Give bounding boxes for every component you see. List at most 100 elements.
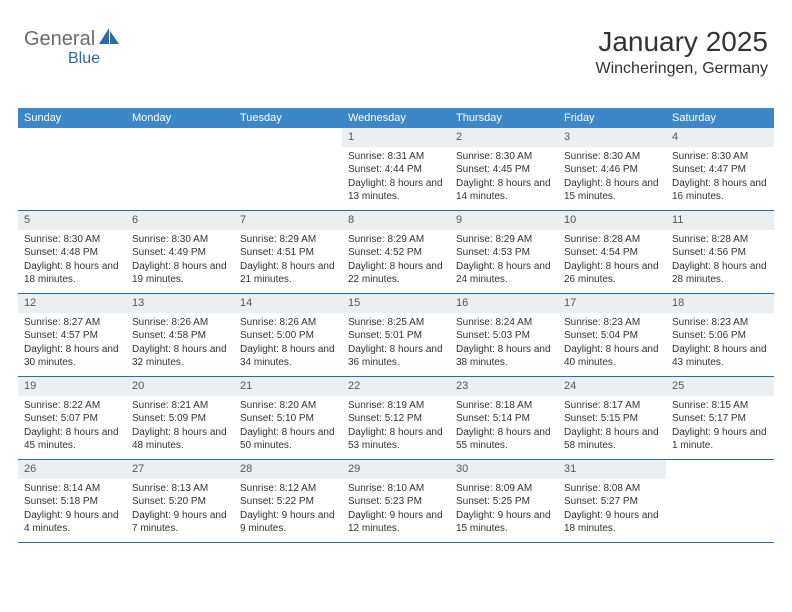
sunrise-text: Sunrise: 8:24 AM xyxy=(456,316,552,330)
day-body: Sunrise: 8:30 AMSunset: 4:46 PMDaylight:… xyxy=(558,147,666,208)
day-body: Sunrise: 8:14 AMSunset: 5:18 PMDaylight:… xyxy=(18,479,126,540)
weekday-header: Friday xyxy=(558,108,666,128)
daylight-text: Daylight: 8 hours and 34 minutes. xyxy=(240,343,336,370)
day-body: Sunrise: 8:21 AMSunset: 5:09 PMDaylight:… xyxy=(126,396,234,457)
sunrise-text: Sunrise: 8:10 AM xyxy=(348,482,444,496)
day-body: Sunrise: 8:29 AMSunset: 4:53 PMDaylight:… xyxy=(450,230,558,291)
day-body: Sunrise: 8:20 AMSunset: 5:10 PMDaylight:… xyxy=(234,396,342,457)
weekday-header: Wednesday xyxy=(342,108,450,128)
sunset-text: Sunset: 4:47 PM xyxy=(672,163,768,177)
day-number: 8 xyxy=(342,211,450,230)
sunrise-text: Sunrise: 8:23 AM xyxy=(672,316,768,330)
day-number: 28 xyxy=(234,460,342,479)
daylight-text: Daylight: 9 hours and 18 minutes. xyxy=(564,509,660,536)
day-body: Sunrise: 8:15 AMSunset: 5:17 PMDaylight:… xyxy=(666,396,774,457)
day-body: Sunrise: 8:17 AMSunset: 5:15 PMDaylight:… xyxy=(558,396,666,457)
sunrise-text: Sunrise: 8:30 AM xyxy=(456,150,552,164)
day-cell: 29Sunrise: 8:10 AMSunset: 5:23 PMDayligh… xyxy=(342,460,450,542)
day-cell: 28Sunrise: 8:12 AMSunset: 5:22 PMDayligh… xyxy=(234,460,342,542)
daylight-text: Daylight: 8 hours and 48 minutes. xyxy=(132,426,228,453)
day-body: Sunrise: 8:29 AMSunset: 4:52 PMDaylight:… xyxy=(342,230,450,291)
day-body: Sunrise: 8:12 AMSunset: 5:22 PMDaylight:… xyxy=(234,479,342,540)
sunset-text: Sunset: 5:27 PM xyxy=(564,495,660,509)
brand-text-blue: Blue xyxy=(68,50,100,68)
daylight-text: Daylight: 8 hours and 13 minutes. xyxy=(348,177,444,204)
sunset-text: Sunset: 4:49 PM xyxy=(132,246,228,260)
day-number: 10 xyxy=(558,211,666,230)
daylight-text: Daylight: 8 hours and 26 minutes. xyxy=(564,260,660,287)
day-cell: 2Sunrise: 8:30 AMSunset: 4:45 PMDaylight… xyxy=(450,128,558,210)
day-number: 17 xyxy=(558,294,666,313)
day-number: 22 xyxy=(342,377,450,396)
sunset-text: Sunset: 4:57 PM xyxy=(24,329,120,343)
day-cell xyxy=(666,460,774,542)
day-cell: 8Sunrise: 8:29 AMSunset: 4:52 PMDaylight… xyxy=(342,211,450,293)
day-cell xyxy=(18,128,126,210)
sunset-text: Sunset: 4:48 PM xyxy=(24,246,120,260)
day-number: 30 xyxy=(450,460,558,479)
day-number: 14 xyxy=(234,294,342,313)
sunset-text: Sunset: 5:07 PM xyxy=(24,412,120,426)
sunset-text: Sunset: 5:10 PM xyxy=(240,412,336,426)
daylight-text: Daylight: 8 hours and 40 minutes. xyxy=(564,343,660,370)
day-cell: 4Sunrise: 8:30 AMSunset: 4:47 PMDaylight… xyxy=(666,128,774,210)
day-cell: 1Sunrise: 8:31 AMSunset: 4:44 PMDaylight… xyxy=(342,128,450,210)
daylight-text: Daylight: 8 hours and 45 minutes. xyxy=(24,426,120,453)
weekday-header: Saturday xyxy=(666,108,774,128)
sunset-text: Sunset: 5:22 PM xyxy=(240,495,336,509)
daylight-text: Daylight: 8 hours and 58 minutes. xyxy=(564,426,660,453)
daylight-text: Daylight: 8 hours and 53 minutes. xyxy=(348,426,444,453)
sunrise-text: Sunrise: 8:17 AM xyxy=(564,399,660,413)
sunset-text: Sunset: 4:44 PM xyxy=(348,163,444,177)
day-cell: 13Sunrise: 8:26 AMSunset: 4:58 PMDayligh… xyxy=(126,294,234,376)
sunrise-text: Sunrise: 8:18 AM xyxy=(456,399,552,413)
day-body: Sunrise: 8:13 AMSunset: 5:20 PMDaylight:… xyxy=(126,479,234,540)
day-number: 16 xyxy=(450,294,558,313)
brand-sail-icon xyxy=(99,28,121,51)
day-cell: 11Sunrise: 8:28 AMSunset: 4:56 PMDayligh… xyxy=(666,211,774,293)
sunrise-text: Sunrise: 8:31 AM xyxy=(348,150,444,164)
sunrise-text: Sunrise: 8:28 AM xyxy=(672,233,768,247)
daylight-text: Daylight: 8 hours and 28 minutes. xyxy=(672,260,768,287)
daylight-text: Daylight: 8 hours and 21 minutes. xyxy=(240,260,336,287)
day-cell: 10Sunrise: 8:28 AMSunset: 4:54 PMDayligh… xyxy=(558,211,666,293)
day-cell: 12Sunrise: 8:27 AMSunset: 4:57 PMDayligh… xyxy=(18,294,126,376)
sunrise-text: Sunrise: 8:20 AM xyxy=(240,399,336,413)
day-body: Sunrise: 8:23 AMSunset: 5:06 PMDaylight:… xyxy=(666,313,774,374)
sunset-text: Sunset: 4:45 PM xyxy=(456,163,552,177)
sunset-text: Sunset: 5:18 PM xyxy=(24,495,120,509)
sunset-text: Sunset: 5:12 PM xyxy=(348,412,444,426)
day-cell: 30Sunrise: 8:09 AMSunset: 5:25 PMDayligh… xyxy=(450,460,558,542)
day-body: Sunrise: 8:22 AMSunset: 5:07 PMDaylight:… xyxy=(18,396,126,457)
day-number: 21 xyxy=(234,377,342,396)
day-body: Sunrise: 8:10 AMSunset: 5:23 PMDaylight:… xyxy=(342,479,450,540)
sunrise-text: Sunrise: 8:12 AM xyxy=(240,482,336,496)
day-number: 2 xyxy=(450,128,558,147)
weekday-header: Monday xyxy=(126,108,234,128)
day-cell: 6Sunrise: 8:30 AMSunset: 4:49 PMDaylight… xyxy=(126,211,234,293)
day-body: Sunrise: 8:27 AMSunset: 4:57 PMDaylight:… xyxy=(18,313,126,374)
day-cell: 5Sunrise: 8:30 AMSunset: 4:48 PMDaylight… xyxy=(18,211,126,293)
day-number: 23 xyxy=(450,377,558,396)
weekday-header: Thursday xyxy=(450,108,558,128)
daylight-text: Daylight: 8 hours and 50 minutes. xyxy=(240,426,336,453)
daylight-text: Daylight: 8 hours and 15 minutes. xyxy=(564,177,660,204)
daylight-text: Daylight: 9 hours and 4 minutes. xyxy=(24,509,120,536)
day-cell: 21Sunrise: 8:20 AMSunset: 5:10 PMDayligh… xyxy=(234,377,342,459)
day-cell: 16Sunrise: 8:24 AMSunset: 5:03 PMDayligh… xyxy=(450,294,558,376)
daylight-text: Daylight: 9 hours and 12 minutes. xyxy=(348,509,444,536)
sunrise-text: Sunrise: 8:26 AM xyxy=(240,316,336,330)
week-row: 5Sunrise: 8:30 AMSunset: 4:48 PMDaylight… xyxy=(18,211,774,294)
sunset-text: Sunset: 4:56 PM xyxy=(672,246,768,260)
day-cell: 24Sunrise: 8:17 AMSunset: 5:15 PMDayligh… xyxy=(558,377,666,459)
sunset-text: Sunset: 5:14 PM xyxy=(456,412,552,426)
weekday-header: Tuesday xyxy=(234,108,342,128)
sunset-text: Sunset: 5:00 PM xyxy=(240,329,336,343)
day-cell xyxy=(126,128,234,210)
sunrise-text: Sunrise: 8:26 AM xyxy=(132,316,228,330)
daylight-text: Daylight: 9 hours and 15 minutes. xyxy=(456,509,552,536)
day-body: Sunrise: 8:23 AMSunset: 5:04 PMDaylight:… xyxy=(558,313,666,374)
sunrise-text: Sunrise: 8:27 AM xyxy=(24,316,120,330)
daylight-text: Daylight: 9 hours and 7 minutes. xyxy=(132,509,228,536)
daylight-text: Daylight: 8 hours and 24 minutes. xyxy=(456,260,552,287)
